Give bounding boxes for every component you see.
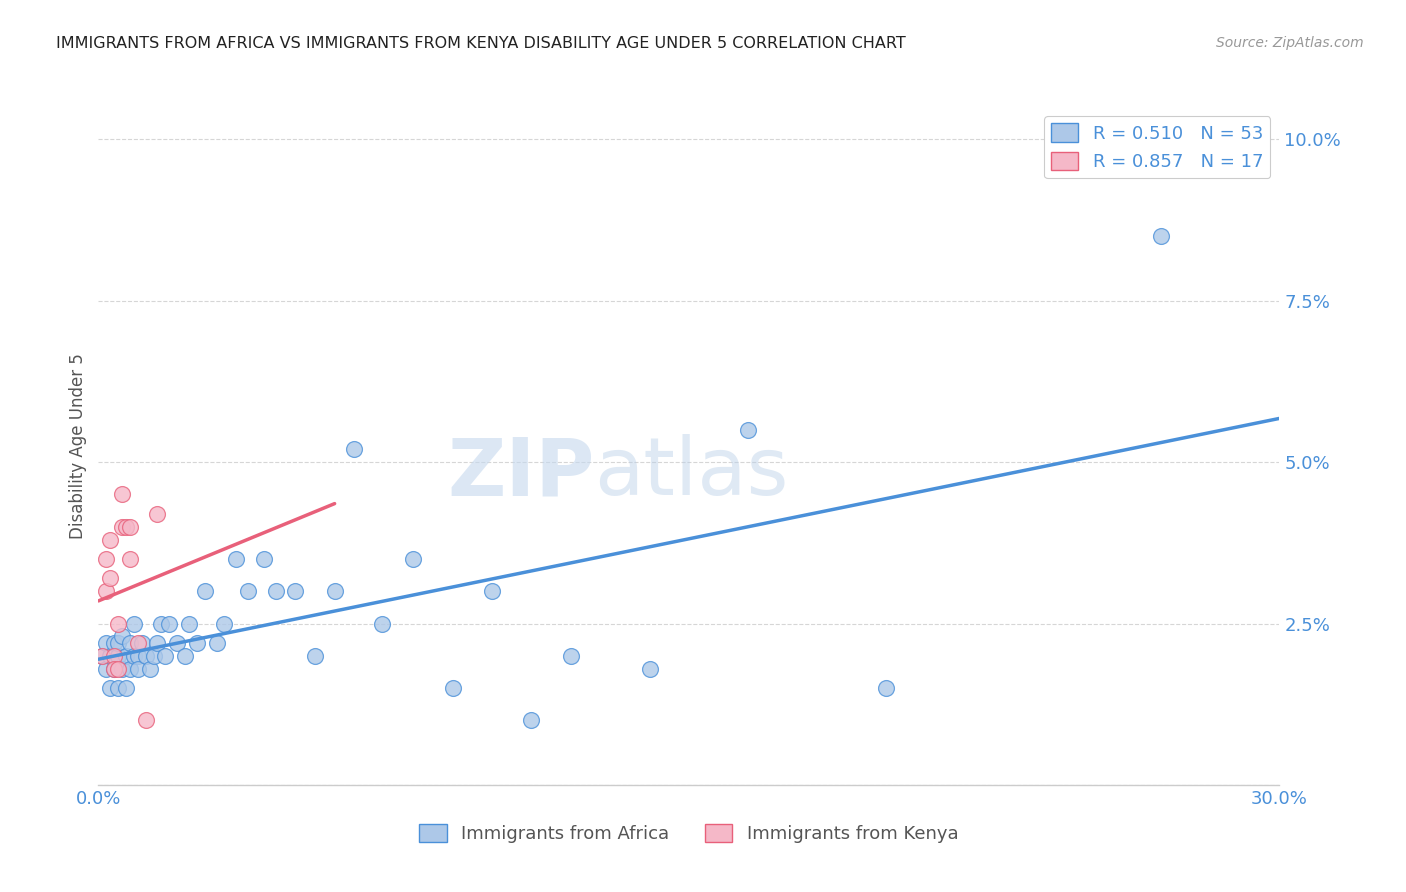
Point (166, 636, 188, 650)
Point (146, 507, 169, 521)
Point (91, 648, 114, 663)
Point (127, 648, 149, 663)
Point (875, 681, 897, 695)
Point (225, 552, 247, 566)
Point (118, 552, 141, 566)
Point (98, 648, 121, 663)
Point (96, 636, 118, 650)
Point (118, 519, 141, 533)
Point (107, 636, 129, 650)
Point (284, 584, 307, 599)
Point (107, 681, 129, 695)
Point (118, 662, 141, 676)
Point (157, 616, 180, 631)
Point (174, 648, 197, 663)
Point (115, 519, 138, 533)
Point (236, 584, 259, 599)
Text: atlas: atlas (595, 434, 789, 512)
Point (560, 648, 582, 663)
Point (135, 648, 157, 663)
Point (131, 636, 153, 650)
Point (146, 636, 169, 650)
Point (150, 616, 173, 631)
Y-axis label: Disability Age Under 5: Disability Age Under 5 (69, 353, 87, 539)
Point (127, 636, 149, 650)
Point (371, 616, 394, 631)
Point (107, 616, 129, 631)
Point (91, 648, 114, 663)
Point (142, 648, 165, 663)
Point (115, 681, 138, 695)
Point (441, 681, 464, 695)
Point (343, 442, 366, 457)
Point (214, 616, 236, 631)
Point (135, 714, 157, 728)
Point (111, 662, 134, 676)
Point (194, 584, 217, 599)
Point (520, 714, 543, 728)
Point (107, 648, 129, 663)
Point (103, 662, 125, 676)
Point (205, 636, 228, 650)
Point (155, 648, 177, 663)
Point (638, 662, 661, 676)
Text: Source: ZipAtlas.com: Source: ZipAtlas.com (1216, 36, 1364, 50)
Point (103, 636, 125, 650)
Point (96, 552, 118, 566)
Point (177, 616, 200, 631)
Text: ZIP: ZIP (447, 434, 595, 512)
Point (186, 636, 208, 650)
Point (323, 584, 346, 599)
Point (122, 648, 145, 663)
Point (304, 648, 326, 663)
Point (111, 519, 134, 533)
Point (111, 630, 134, 644)
Point (111, 487, 134, 501)
Point (96, 662, 118, 676)
Point (98, 533, 121, 547)
Point (98, 571, 121, 585)
Point (115, 648, 138, 663)
Point (118, 636, 141, 650)
Point (107, 662, 129, 676)
Point (264, 584, 287, 599)
Point (103, 662, 125, 676)
Point (481, 584, 503, 599)
Point (127, 662, 149, 676)
Point (103, 648, 125, 663)
Point (402, 552, 425, 566)
Point (138, 662, 160, 676)
Point (122, 616, 145, 631)
Point (98, 681, 121, 695)
Legend: Immigrants from Africa, Immigrants from Kenya: Immigrants from Africa, Immigrants from … (412, 817, 966, 850)
Point (737, 423, 759, 437)
Point (96, 584, 118, 599)
Point (253, 552, 276, 566)
Point (1150, 229, 1173, 244)
Text: IMMIGRANTS FROM AFRICA VS IMMIGRANTS FROM KENYA DISABILITY AGE UNDER 5 CORRELATI: IMMIGRANTS FROM AFRICA VS IMMIGRANTS FRO… (56, 36, 905, 51)
